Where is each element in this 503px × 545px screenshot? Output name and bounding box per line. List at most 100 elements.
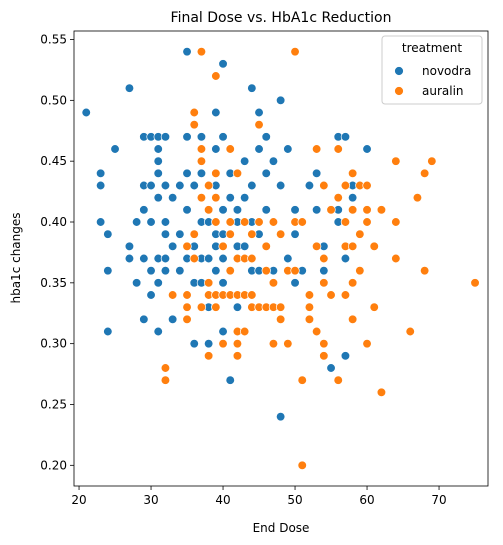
point-auralin-85 [333, 375, 343, 385]
point-novodra-130 [362, 144, 372, 154]
point-novodra-67 [211, 144, 221, 154]
point-auralin-16 [203, 180, 214, 191]
x-tick-label-30: 30 [143, 493, 158, 507]
point-novodra-65 [203, 339, 214, 349]
point-auralin-82 [326, 290, 336, 300]
point-novodra-44 [182, 47, 192, 57]
point-novodra-121 [326, 363, 336, 373]
point-auralin-2 [167, 290, 178, 300]
point-auralin-39 [232, 339, 243, 349]
point-novodra-109 [283, 144, 293, 154]
point-novodra-17 [139, 314, 149, 324]
x-axis-title: End Dose [253, 521, 310, 535]
point-novodra-42 [175, 229, 185, 239]
point-auralin-113 [427, 156, 437, 166]
point-auralin-55 [268, 217, 279, 227]
point-novodra-100 [261, 168, 271, 178]
y-tick-label-0.45: 0.45 [40, 154, 67, 168]
point-auralin-22 [211, 168, 221, 178]
point-auralin-96 [355, 229, 365, 239]
point-novodra-79 [218, 326, 228, 337]
point-novodra-66 [211, 107, 221, 118]
point-novodra-39 [167, 241, 178, 251]
point-novodra-91 [247, 83, 257, 93]
point-novodra-11 [131, 217, 142, 227]
point-auralin-40 [232, 351, 243, 361]
point-auralin-6 [182, 314, 192, 324]
y-tick-label-0.40: 0.40 [40, 215, 67, 229]
point-auralin-20 [203, 351, 214, 361]
point-novodra-10 [124, 253, 135, 264]
point-auralin-101 [362, 339, 372, 349]
x-tick-label-70: 70 [431, 493, 446, 507]
chart-title: Final Dose vs. HbA1c Reduction [171, 10, 392, 26]
point-novodra-82 [225, 375, 235, 385]
point-novodra-103 [268, 156, 279, 166]
point-auralin-100 [362, 217, 372, 227]
point-auralin-75 [311, 326, 322, 337]
point-novodra-56 [196, 168, 207, 178]
point-novodra-40 [167, 314, 178, 324]
point-auralin-18 [203, 278, 214, 288]
point-novodra-111 [290, 205, 300, 215]
x-tick-label-50: 50 [287, 493, 302, 507]
point-novodra-90 [239, 241, 250, 251]
point-auralin-74 [311, 241, 322, 251]
point-auralin-45 [247, 229, 257, 239]
x-tick-label-40: 40 [215, 493, 230, 507]
point-auralin-97 [355, 266, 365, 276]
legend-marker-auralin [394, 86, 404, 96]
point-auralin-10 [189, 253, 199, 264]
legend-label-novodra: novodra [422, 64, 471, 78]
point-novodra-45 [182, 132, 192, 142]
point-auralin-87 [340, 217, 351, 227]
point-novodra-29 [153, 278, 163, 288]
point-auralin-53 [261, 266, 271, 276]
point-novodra-19 [146, 180, 156, 191]
y-tick-label-0.50: 0.50 [40, 93, 67, 107]
point-auralin-27 [218, 241, 228, 251]
point-auralin-77 [319, 253, 329, 264]
point-auralin-80 [319, 351, 329, 361]
point-auralin-58 [268, 339, 279, 349]
point-auralin-111 [419, 168, 430, 178]
point-auralin-24 [211, 217, 221, 227]
point-novodra-96 [254, 144, 264, 154]
point-novodra-27 [153, 193, 163, 203]
point-auralin-109 [405, 326, 415, 337]
point-auralin-12 [196, 144, 207, 154]
point-novodra-77 [218, 253, 228, 264]
plot-area [73, 30, 489, 487]
point-auralin-31 [225, 217, 235, 227]
point-auralin-68 [297, 375, 307, 385]
point-novodra-88 [239, 156, 250, 166]
point-auralin-32 [225, 229, 235, 239]
y-axis-ticks: 0.20 0.25 0.30 0.35 0.40 0.45 0.50 0.55 [40, 33, 74, 472]
point-auralin-0 [160, 363, 171, 373]
point-auralin-11 [196, 47, 207, 57]
point-auralin-41 [239, 217, 250, 227]
point-auralin-64 [290, 47, 300, 57]
point-auralin-1 [160, 375, 171, 385]
point-novodra-34 [160, 229, 171, 239]
point-novodra-110 [283, 253, 293, 264]
point-auralin-44 [239, 326, 250, 337]
point-auralin-3 [182, 241, 192, 251]
point-auralin-91 [347, 205, 358, 215]
point-novodra-83 [232, 205, 243, 215]
point-novodra-38 [167, 193, 178, 203]
legend-box [381, 35, 483, 105]
point-novodra-126 [340, 253, 351, 264]
point-novodra-106 [275, 95, 286, 105]
point-auralin-89 [340, 290, 351, 300]
point-novodra-107 [275, 180, 286, 191]
point-novodra-55 [196, 132, 207, 142]
legend-marker-novodra [394, 66, 404, 76]
point-auralin-86 [340, 180, 351, 191]
point-auralin-103 [369, 302, 379, 312]
point-auralin-33 [225, 266, 235, 276]
point-novodra-54 [189, 339, 199, 349]
point-novodra-112 [290, 229, 300, 239]
point-auralin-81 [326, 205, 336, 215]
point-auralin-73 [311, 144, 322, 154]
